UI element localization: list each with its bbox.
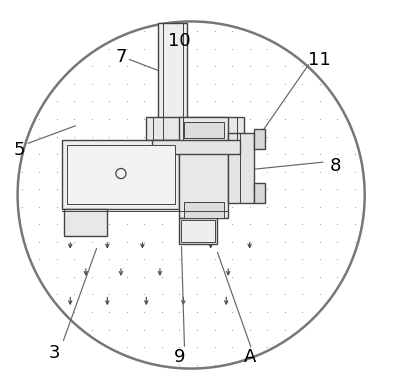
Text: A: A <box>243 348 256 366</box>
Bar <box>63 140 179 209</box>
Bar <box>152 140 240 154</box>
Bar <box>184 122 223 138</box>
Text: 7: 7 <box>115 48 127 66</box>
Text: 10: 10 <box>168 32 191 50</box>
Bar <box>254 183 265 203</box>
Bar <box>158 23 187 140</box>
Bar <box>64 209 107 236</box>
Bar <box>181 220 215 242</box>
Text: 8: 8 <box>330 157 341 175</box>
Bar <box>254 129 265 149</box>
Text: 5: 5 <box>14 141 25 159</box>
Bar <box>179 218 216 244</box>
Text: 9: 9 <box>174 348 185 366</box>
Text: 11: 11 <box>309 51 331 69</box>
Bar <box>184 202 223 218</box>
Text: 3: 3 <box>49 344 60 362</box>
Bar <box>179 117 228 218</box>
Bar <box>146 117 244 140</box>
Bar <box>67 145 175 204</box>
Bar <box>228 133 254 203</box>
